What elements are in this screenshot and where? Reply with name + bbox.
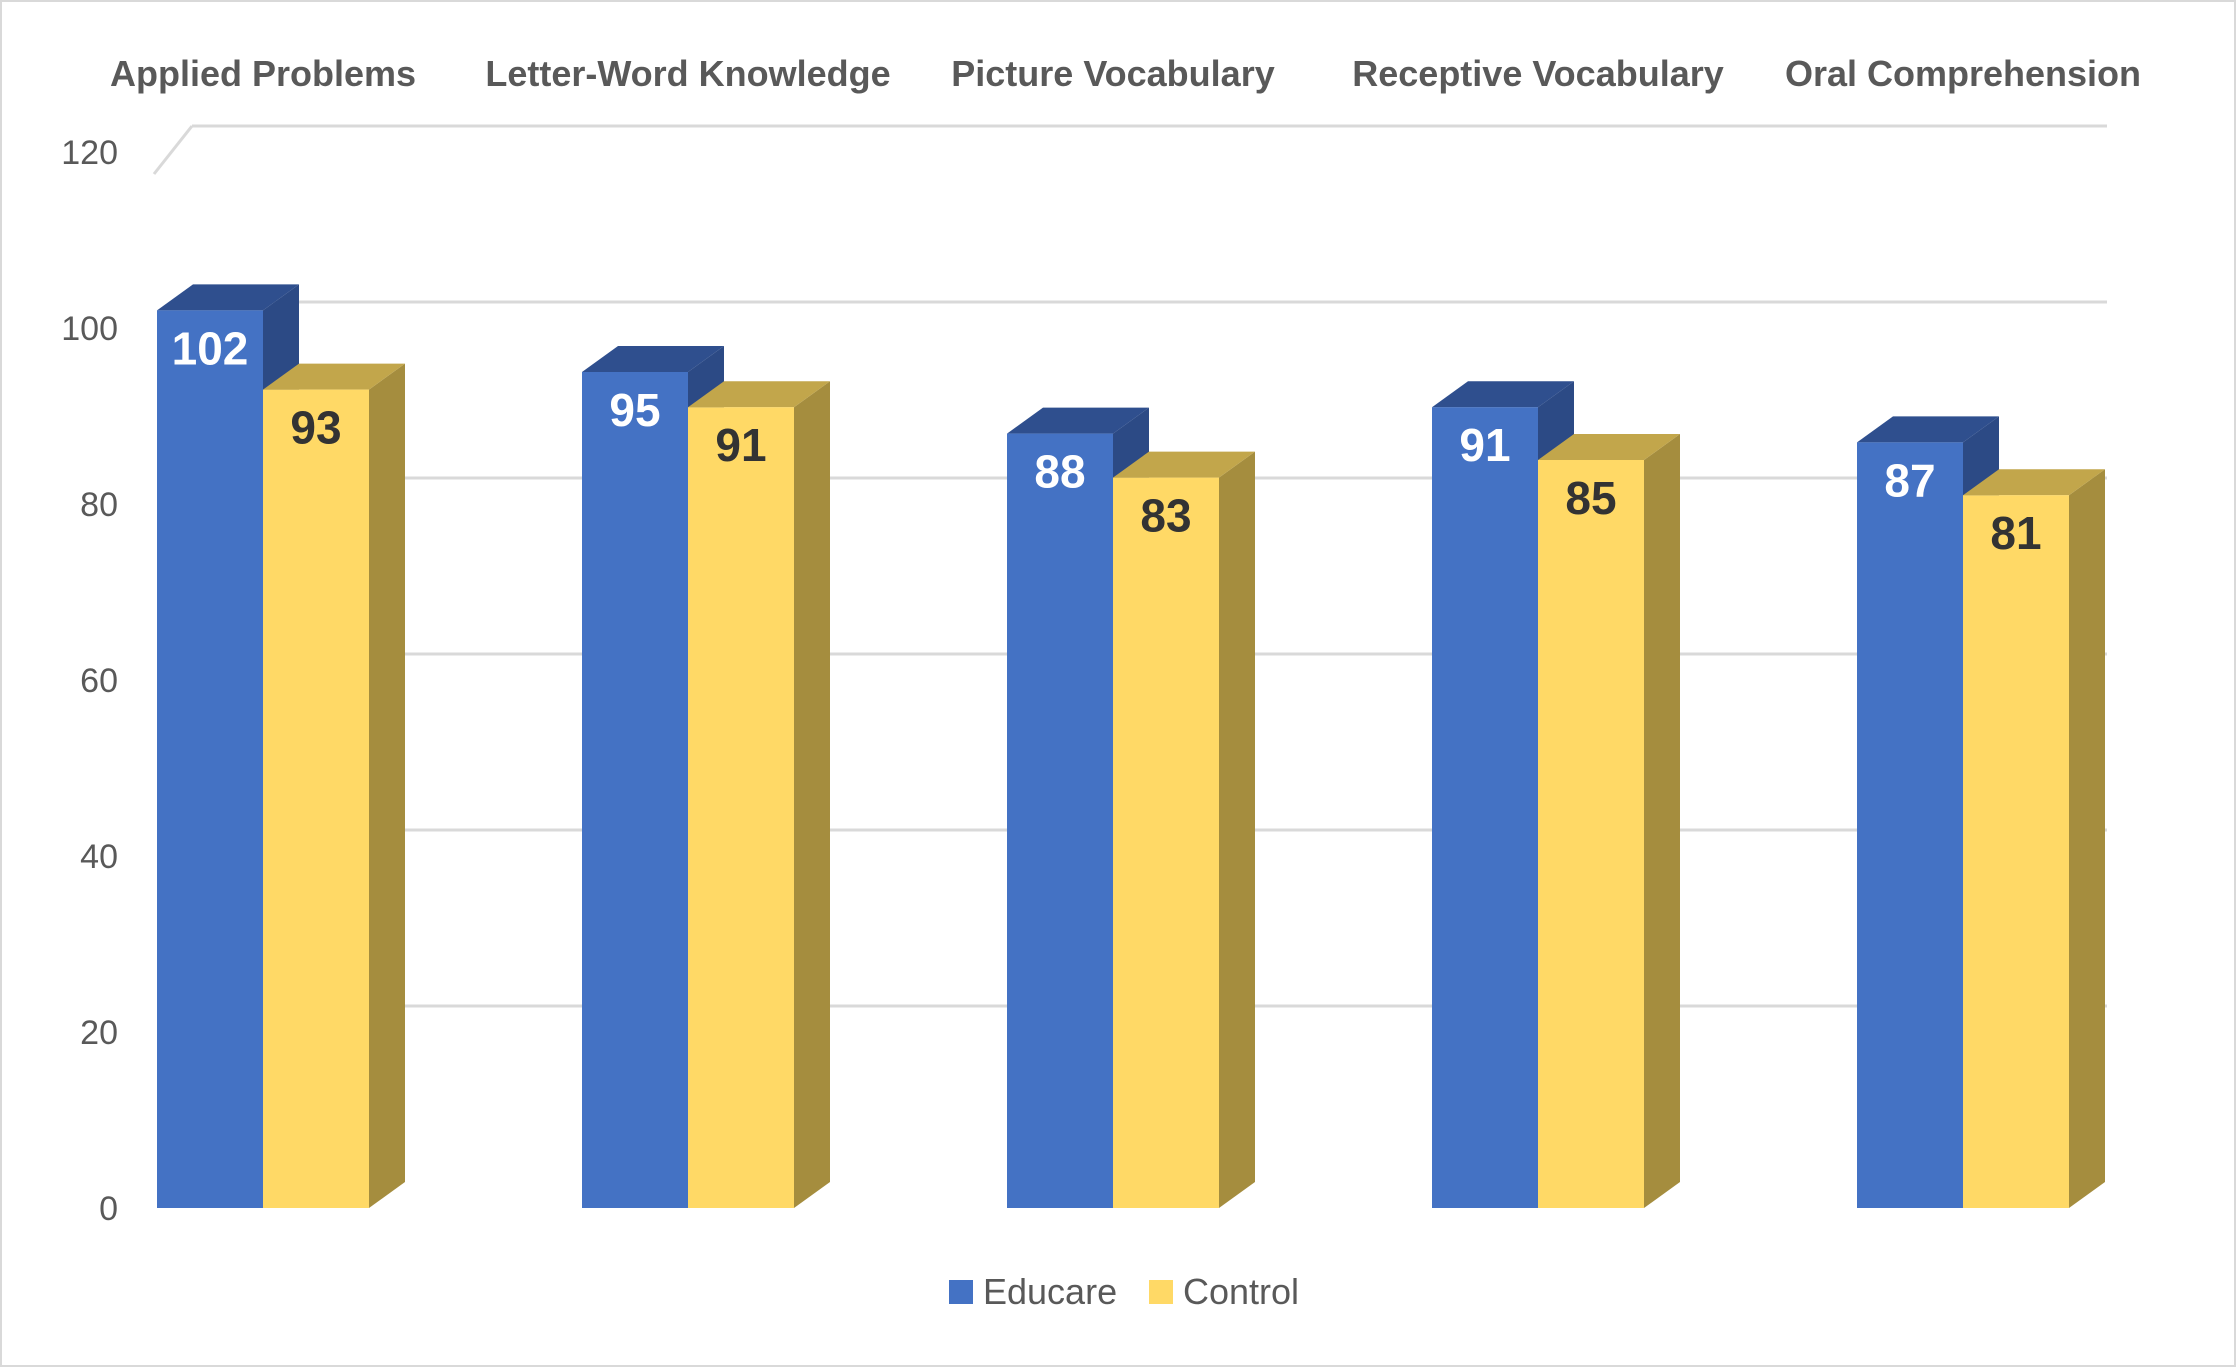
y-tick-label: 20 — [80, 1014, 118, 1052]
bar-front — [688, 407, 794, 1208]
y-tick-label: 40 — [80, 838, 118, 876]
bar-front — [1857, 442, 1963, 1208]
y-tick-label: 60 — [80, 662, 118, 700]
legend: Educare Control — [949, 1271, 1299, 1312]
bars — [157, 284, 2105, 1209]
value-label: 102 — [172, 322, 249, 374]
value-label: 81 — [1990, 507, 2041, 559]
bar-top — [263, 363, 405, 390]
bar-front — [1432, 407, 1538, 1208]
y-tick-label: 0 — [99, 1190, 118, 1228]
bar-side — [794, 381, 830, 1208]
bar-front — [157, 310, 263, 1208]
bar-side — [369, 363, 405, 1209]
bar-front — [582, 372, 688, 1208]
bar-top — [688, 381, 830, 408]
bar-top — [1538, 434, 1680, 460]
bar-side — [2069, 469, 2105, 1208]
bar-control-2 — [688, 381, 830, 1208]
y-axis-ticks: 0 20 40 60 80 100 120 — [61, 134, 118, 1228]
legend-swatch-control — [1149, 1280, 1173, 1304]
bar-top — [157, 284, 299, 311]
legend-swatch-educare — [949, 1280, 973, 1304]
bar-front — [1963, 495, 2069, 1208]
category-label: Receptive Vocabulary — [1352, 53, 1724, 94]
bar-control-1 — [263, 363, 405, 1209]
value-label: 93 — [290, 402, 341, 454]
y-tick-label: 120 — [61, 134, 118, 172]
value-label: 95 — [609, 384, 660, 436]
category-label: Applied Problems — [110, 53, 416, 94]
bar-front — [1113, 477, 1219, 1209]
value-label: 88 — [1034, 446, 1085, 498]
bar-top — [1007, 407, 1149, 434]
value-label: 83 — [1140, 490, 1191, 542]
bar-front — [263, 389, 369, 1209]
y-tick-label: 80 — [80, 486, 118, 524]
bar-top — [1963, 469, 2105, 496]
y-tick-label: 100 — [61, 310, 118, 348]
value-label: 85 — [1565, 472, 1616, 524]
bar-side — [1219, 451, 1255, 1209]
value-label: 87 — [1884, 454, 1935, 506]
legend-label-control: Control — [1183, 1271, 1299, 1312]
category-label: Oral Comprehension — [1785, 53, 2141, 94]
legend-label-educare: Educare — [983, 1271, 1117, 1312]
bar-control-4 — [1538, 434, 1680, 1208]
value-label: 91 — [1459, 419, 1510, 471]
value-label: 91 — [715, 419, 766, 471]
value-labels: 102 93 95 91 88 83 91 85 87 81 — [172, 322, 2042, 559]
bar-side — [1644, 434, 1680, 1208]
bar-top — [1857, 416, 1999, 443]
bar-front — [1538, 460, 1644, 1208]
bar-control-5 — [1963, 469, 2105, 1208]
bar-control-3 — [1113, 451, 1255, 1209]
category-label: Picture Vocabulary — [951, 53, 1274, 94]
wall-edge — [152, 125, 194, 175]
category-label: Letter-Word Knowledge — [485, 53, 890, 94]
category-labels: Applied Problems Letter-Word Knowledge Pic… — [110, 53, 2141, 94]
bar-top — [1432, 381, 1574, 408]
bar-top — [1113, 451, 1255, 478]
bar-top — [582, 346, 724, 372]
bar-front — [1007, 433, 1113, 1209]
